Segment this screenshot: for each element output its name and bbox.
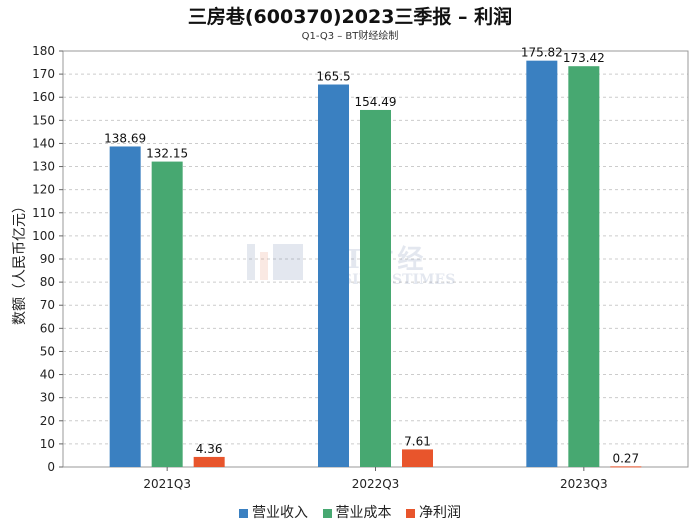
y-tick-label: 40	[40, 368, 55, 382]
data-label: 175.82	[521, 46, 563, 60]
data-label: 154.49	[355, 95, 397, 109]
bar	[193, 456, 225, 467]
data-label: 0.27	[612, 451, 639, 465]
bar	[568, 66, 600, 468]
legend-swatch	[239, 508, 249, 518]
bar	[402, 449, 433, 467]
y-tick-label: 140	[32, 136, 55, 150]
legend-label: 营业收入	[252, 505, 309, 521]
axes: 0 10 20 30 40 50 60 70 80 90 100 110 120 130 140 150 160…	[32, 44, 689, 491]
y-tick-label: 130	[32, 160, 55, 174]
watermark-logo-bar	[260, 252, 268, 280]
x-tick-label: 2021Q3	[143, 477, 191, 491]
bar	[151, 161, 183, 467]
data-label: 165.5	[316, 70, 350, 84]
watermark-logo-bar	[247, 244, 255, 280]
legend-swatch	[405, 508, 415, 518]
y-tick-label: 120	[32, 183, 55, 197]
watermark-logo-block	[273, 244, 303, 280]
y-tick-label: 20	[40, 414, 55, 428]
data-label: 4.36	[196, 442, 223, 456]
bar	[610, 466, 642, 468]
bars	[109, 60, 642, 468]
legend-item-net-profit: 净利润	[405, 502, 461, 522]
bar	[360, 109, 391, 467]
y-tick-label: 110	[32, 206, 55, 220]
y-tick-label: 150	[32, 113, 55, 127]
data-label: 173.42	[563, 51, 605, 65]
chart-subtitle: Q1-Q3 – BT财经绘制	[301, 31, 399, 42]
data-label: 138.69	[104, 131, 146, 145]
legend-label: 净利润	[418, 505, 461, 521]
data-label: 132.15	[146, 147, 188, 161]
x-tick-label: 2022Q3	[352, 477, 400, 491]
legend-swatch	[322, 508, 332, 518]
y-tick-label: 0	[47, 460, 55, 474]
x-tick-label: 2023Q3	[560, 477, 608, 491]
y-tick-label: 90	[40, 252, 55, 266]
bar	[318, 84, 349, 467]
bar	[109, 146, 141, 468]
y-tick-label: 100	[32, 229, 55, 243]
y-tick-label: 30	[40, 391, 55, 405]
y-tick-label: 60	[40, 321, 55, 335]
y-tick-label: 160	[32, 90, 55, 104]
y-tick-label: 80	[40, 275, 55, 289]
legend-item-revenue: 营业收入	[239, 502, 308, 522]
chart-title: 三房巷(600370)2023三季报 – 利润	[187, 6, 513, 28]
bar	[526, 60, 558, 467]
y-axis-label: 数额（人民币亿元）	[12, 199, 28, 325]
data-label: 7.61	[404, 434, 431, 448]
legend-label: 营业成本	[335, 505, 392, 521]
y-tick-label: 50	[40, 344, 55, 358]
y-tick-label: 170	[32, 67, 55, 81]
y-tick-label: 180	[32, 44, 55, 58]
y-tick-label: 70	[40, 298, 55, 312]
legend: 营业收入 营业成本 净利润	[0, 502, 700, 522]
watermark: BT财经 BUSINESSTIMES	[247, 244, 455, 288]
legend-item-cost: 营业成本	[322, 502, 392, 522]
y-tick-label: 10	[40, 437, 55, 451]
